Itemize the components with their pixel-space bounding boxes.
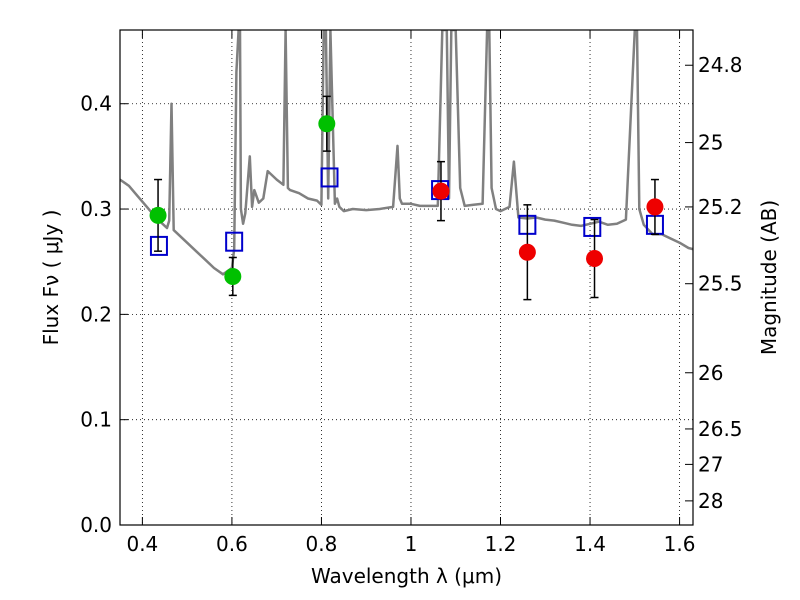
y2-tick-label: 26.5 xyxy=(698,417,743,441)
y-tick-label: 0.1 xyxy=(80,408,112,432)
x-axis-label: Wavelength λ (μm) xyxy=(311,564,502,588)
model-square-point xyxy=(583,216,602,237)
y2-tick-label: 25.5 xyxy=(698,272,743,296)
y-tick-label: 0.4 xyxy=(80,92,112,116)
observed-point xyxy=(432,182,450,200)
plot-border xyxy=(119,29,694,526)
x-tick-label: 0.4 xyxy=(126,532,158,556)
x-tick-label: 1.2 xyxy=(485,532,517,556)
observed-point xyxy=(646,198,664,216)
data-marks xyxy=(119,29,694,526)
model-square-point xyxy=(225,231,244,252)
observed-point xyxy=(586,250,604,268)
y2-tick-label: 26 xyxy=(698,361,723,385)
y-tick-label: 0.3 xyxy=(80,197,112,221)
observed-point xyxy=(518,243,536,261)
x-tick-label: 0.6 xyxy=(216,532,248,556)
model-square-point xyxy=(149,235,168,256)
y-tick-label: 0.0 xyxy=(80,513,112,537)
y2-tick-label: 25 xyxy=(698,131,723,155)
plot-area xyxy=(120,30,693,525)
secondary-y-axis-label: Magnitude (AB) xyxy=(757,200,781,355)
observed-point xyxy=(149,206,167,224)
grid xyxy=(120,30,693,526)
x-tick-label: 1.4 xyxy=(574,532,606,556)
y-axis-label: Flux Fν ( μJy ) xyxy=(39,210,63,346)
y2-tick-label: 28 xyxy=(698,489,723,513)
x-tick-label: 1.6 xyxy=(664,532,696,556)
y-tick-label: 0.2 xyxy=(80,302,112,326)
x-tick-label: 1 xyxy=(405,532,418,556)
observed-point xyxy=(318,115,336,133)
observed-point xyxy=(224,267,242,285)
ticks: 0.4 0.6 0.8 1 1.2 1.4 1.6 0.0 0.1 0.2 0.3 0.4 24.8 25… xyxy=(80,30,743,556)
model-square-point xyxy=(320,167,339,188)
y2-tick-label: 24.8 xyxy=(698,53,743,77)
y2-tick-label: 27 xyxy=(698,452,723,476)
x-tick-label: 0.8 xyxy=(306,532,338,556)
y2-tick-label: 25.2 xyxy=(698,195,743,219)
